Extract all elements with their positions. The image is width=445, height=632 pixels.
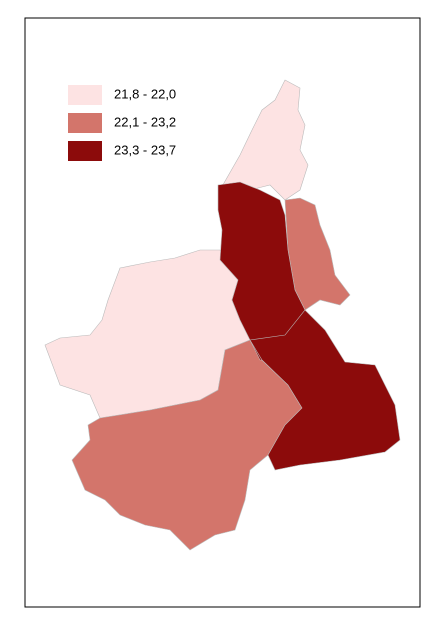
legend-swatch [68,85,102,105]
legend-label: 22,1 - 23,2 [114,114,176,129]
region [249,309,401,471]
legend-label: 23,3 - 23,7 [114,142,176,157]
region [219,79,309,201]
legend: 21,8 - 22,0 22,1 - 23,2 23,3 - 23,7 [68,85,176,161]
legend-label: 21,8 - 22,0 [114,86,176,101]
legend-swatch [68,141,102,161]
legend-swatch [68,113,102,133]
region [71,339,303,551]
